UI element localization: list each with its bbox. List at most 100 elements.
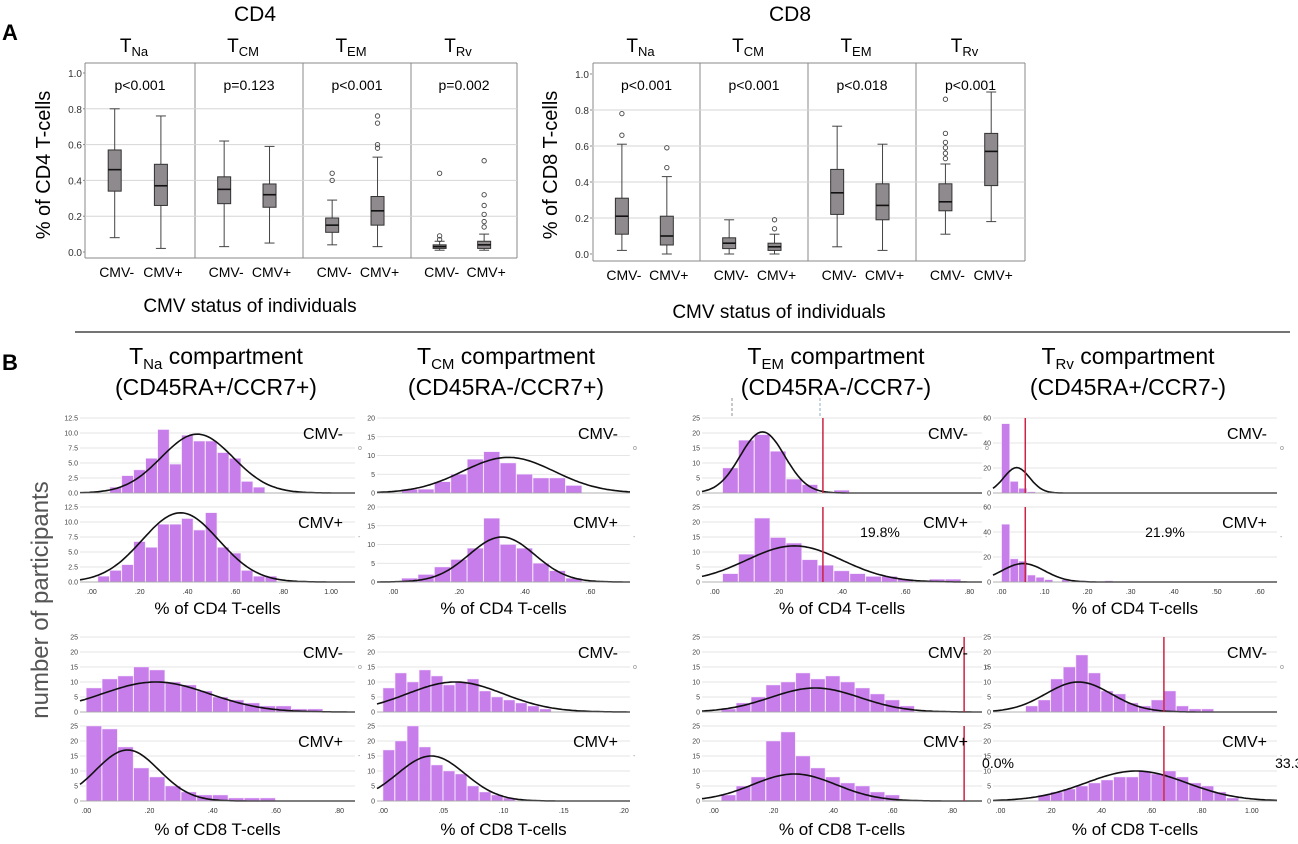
y-tick-label: 5 [696, 784, 700, 791]
x-tick-label: 1.00 [324, 589, 338, 596]
y-tick-label: 20 [983, 466, 991, 473]
facet-title: TEM [840, 36, 871, 59]
outlier-point [942, 145, 949, 151]
cd8-ylabel: % of CD8 T-cells [540, 91, 562, 240]
y-tick-label: 5 [371, 784, 375, 791]
histogram-bar [406, 681, 419, 713]
y-tick-label: 0.8 [68, 105, 82, 116]
histogram-bar [516, 548, 533, 583]
histogram-bar [479, 791, 492, 802]
p-value: p<0.001 [945, 77, 996, 93]
outlier-point [481, 218, 487, 225]
y-tick-label: 1.0 [68, 69, 82, 80]
histogram-bar [1050, 678, 1064, 713]
compartment-title-rest: compartment [1074, 343, 1215, 369]
histogram-bar [181, 518, 194, 583]
y-tick-label: 25 [692, 416, 700, 423]
facet-title: TCM [732, 36, 764, 59]
y-tick-label: 0 [371, 491, 375, 498]
category-label: CMV- [209, 264, 244, 280]
histogram-bar [117, 746, 134, 802]
x-tick-label: .80 [278, 589, 288, 596]
group-label: CMV- [303, 426, 343, 443]
facet-title: TNa [626, 36, 655, 59]
legend-glyph: o [1280, 445, 1284, 452]
x-tick-label: .60 [901, 589, 911, 596]
outlier-point [436, 233, 443, 239]
histogram-bar [165, 681, 181, 713]
histogram-bar [101, 728, 118, 802]
histogram-bar [532, 563, 550, 583]
x-axis-label: % of CD4 T-cells [779, 599, 905, 618]
outlier-point [942, 130, 949, 137]
y-tick-label: 20 [367, 505, 375, 512]
y-tick-label: 0.6 [68, 141, 82, 152]
histogram-bar [149, 776, 165, 802]
y-tick-label: 15 [692, 754, 700, 761]
facet-title-main: T [335, 36, 347, 57]
histogram-bar [549, 570, 566, 583]
x-tick-label: .20 [773, 589, 783, 596]
x-tick-label: .30 [1126, 589, 1136, 596]
y-tick-label: 10 [692, 680, 700, 687]
cd4-title: CD4 [234, 3, 276, 26]
histogram-bar [539, 708, 552, 713]
histogram-bar [253, 486, 265, 494]
outlier-point [436, 170, 443, 176]
compartment-title-rest: compartment [162, 343, 303, 369]
y-tick-label: 10 [367, 453, 375, 460]
y-tick-label: 15 [70, 754, 78, 761]
cd4-xlabel: CMV status of individuals [143, 296, 356, 317]
facet-title-sub: Rv [456, 44, 472, 59]
x-tick-label: .60 [586, 589, 596, 596]
outlier-point [481, 192, 487, 198]
histogram-bar [738, 439, 755, 494]
facet-title: TEM [335, 36, 366, 59]
histogram-bar [467, 459, 484, 494]
legend-glyph: o [358, 445, 362, 452]
histogram-bar [406, 725, 419, 802]
legend-glyph: - [985, 534, 988, 541]
x-tick-label: .80 [964, 589, 974, 596]
percent-annotation: 33.3% [1275, 755, 1298, 771]
y-tick-label: 10 [692, 769, 700, 776]
compartment-title-main: T [747, 343, 761, 369]
y-tick-label: 15 [983, 754, 991, 761]
y-tick-label: 0 [696, 799, 700, 806]
x-tick-label: .40 [1096, 808, 1106, 815]
y-tick-label: 0 [696, 491, 700, 498]
group-label: CMV+ [1222, 515, 1267, 532]
p-value: p<0.001 [621, 77, 672, 93]
histogram-bar [418, 669, 431, 713]
y-tick-label: 20 [367, 416, 375, 423]
histogram-bar [515, 702, 528, 713]
outlier-point [481, 158, 487, 164]
y-tick-label: 0 [987, 799, 991, 806]
x-axis-label: % of CD8 T-cells [154, 820, 280, 839]
x-tick-label: .40 [208, 808, 218, 815]
p-value: p<0.001 [729, 77, 780, 93]
y-tick-label: 15 [692, 446, 700, 453]
x-tick-label: .50 [1212, 589, 1222, 596]
group-label: CMV+ [573, 734, 618, 751]
histogram-bar [117, 675, 134, 713]
normal-fit-curve [376, 456, 631, 494]
y-tick-label: 40 [983, 441, 991, 448]
panel-label-b: B [2, 350, 18, 375]
percent-annotation: 0.0% [982, 755, 1014, 771]
y-tick-label: 10.0 [64, 431, 78, 438]
x-tick-label: .15 [559, 808, 569, 815]
normal-fit-curve [992, 466, 1277, 494]
y-tick-label: 15 [367, 754, 375, 761]
histogram-bar [467, 785, 480, 802]
y-tick-label: 60 [983, 416, 991, 423]
y-tick-label: 5 [987, 695, 991, 702]
y-tick-label: 0 [74, 799, 78, 806]
x-tick-label: .60 [1255, 589, 1265, 596]
x-tick-label: .00 [996, 808, 1006, 815]
category-label: CMV- [424, 264, 459, 280]
x-tick-label: .40 [828, 808, 838, 815]
y-tick-label: 20 [367, 739, 375, 746]
y-tick-label: 20 [692, 520, 700, 527]
